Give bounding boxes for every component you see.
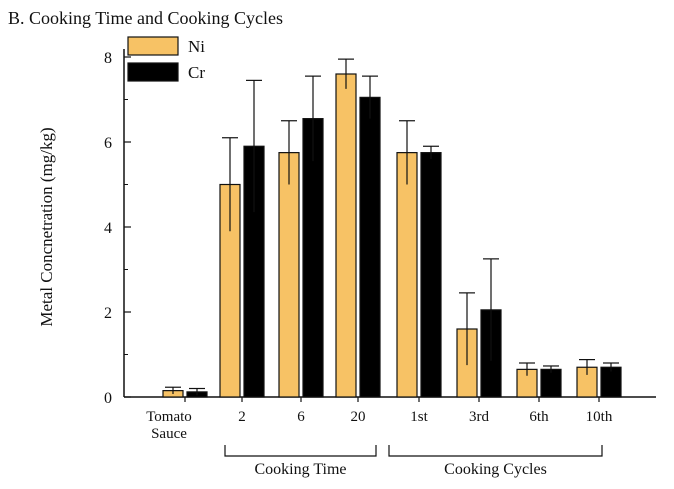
bar-cr bbox=[540, 368, 562, 398]
group-bracket bbox=[388, 445, 603, 457]
bar-ni bbox=[396, 152, 418, 398]
legend-swatch-ni bbox=[127, 36, 179, 56]
bar-cr bbox=[420, 152, 442, 398]
y-tick-label: 6 bbox=[104, 135, 112, 152]
legend-swatch-cr bbox=[127, 62, 179, 82]
x-tick-label: 2 bbox=[238, 409, 246, 425]
legend-label-cr: Cr bbox=[188, 63, 205, 82]
bar-ni bbox=[278, 152, 300, 398]
group-label: Cooking Cycles bbox=[444, 461, 547, 478]
y-tick-label: 4 bbox=[104, 220, 112, 237]
bar-ni bbox=[335, 73, 357, 398]
x-tick-label: 1st bbox=[410, 409, 428, 425]
x-tick-label: 10th bbox=[586, 409, 613, 425]
y-axis-label-group: Metal Concnetration (mg/kg) bbox=[37, 127, 56, 326]
group-label: Cooking Time bbox=[254, 461, 346, 478]
x-tick-label: 3rd bbox=[469, 409, 489, 425]
bar-cr bbox=[600, 366, 622, 398]
legend: Ni Cr bbox=[127, 36, 205, 82]
category-groups: Cooking Time Cooking Cycles bbox=[224, 445, 603, 478]
y-tick-label: 2 bbox=[104, 305, 112, 322]
y-tick-label: 8 bbox=[104, 50, 112, 67]
x-tick-label: Sauce bbox=[151, 426, 187, 442]
legend-label-ni: Ni bbox=[188, 37, 205, 56]
chart-title: B. Cooking Time and Cooking Cycles bbox=[8, 8, 283, 28]
group-bracket bbox=[224, 445, 377, 457]
y-tick-label: 0 bbox=[104, 390, 112, 407]
x-tick-label: 20 bbox=[351, 409, 366, 425]
bar-cr bbox=[359, 96, 381, 398]
x-tick-label: Tomato bbox=[146, 409, 192, 425]
x-tick-label: 6 bbox=[297, 409, 305, 425]
x-tick-label: 6th bbox=[529, 409, 549, 425]
y-axis-label: Metal Concnetration (mg/kg) bbox=[37, 127, 56, 326]
